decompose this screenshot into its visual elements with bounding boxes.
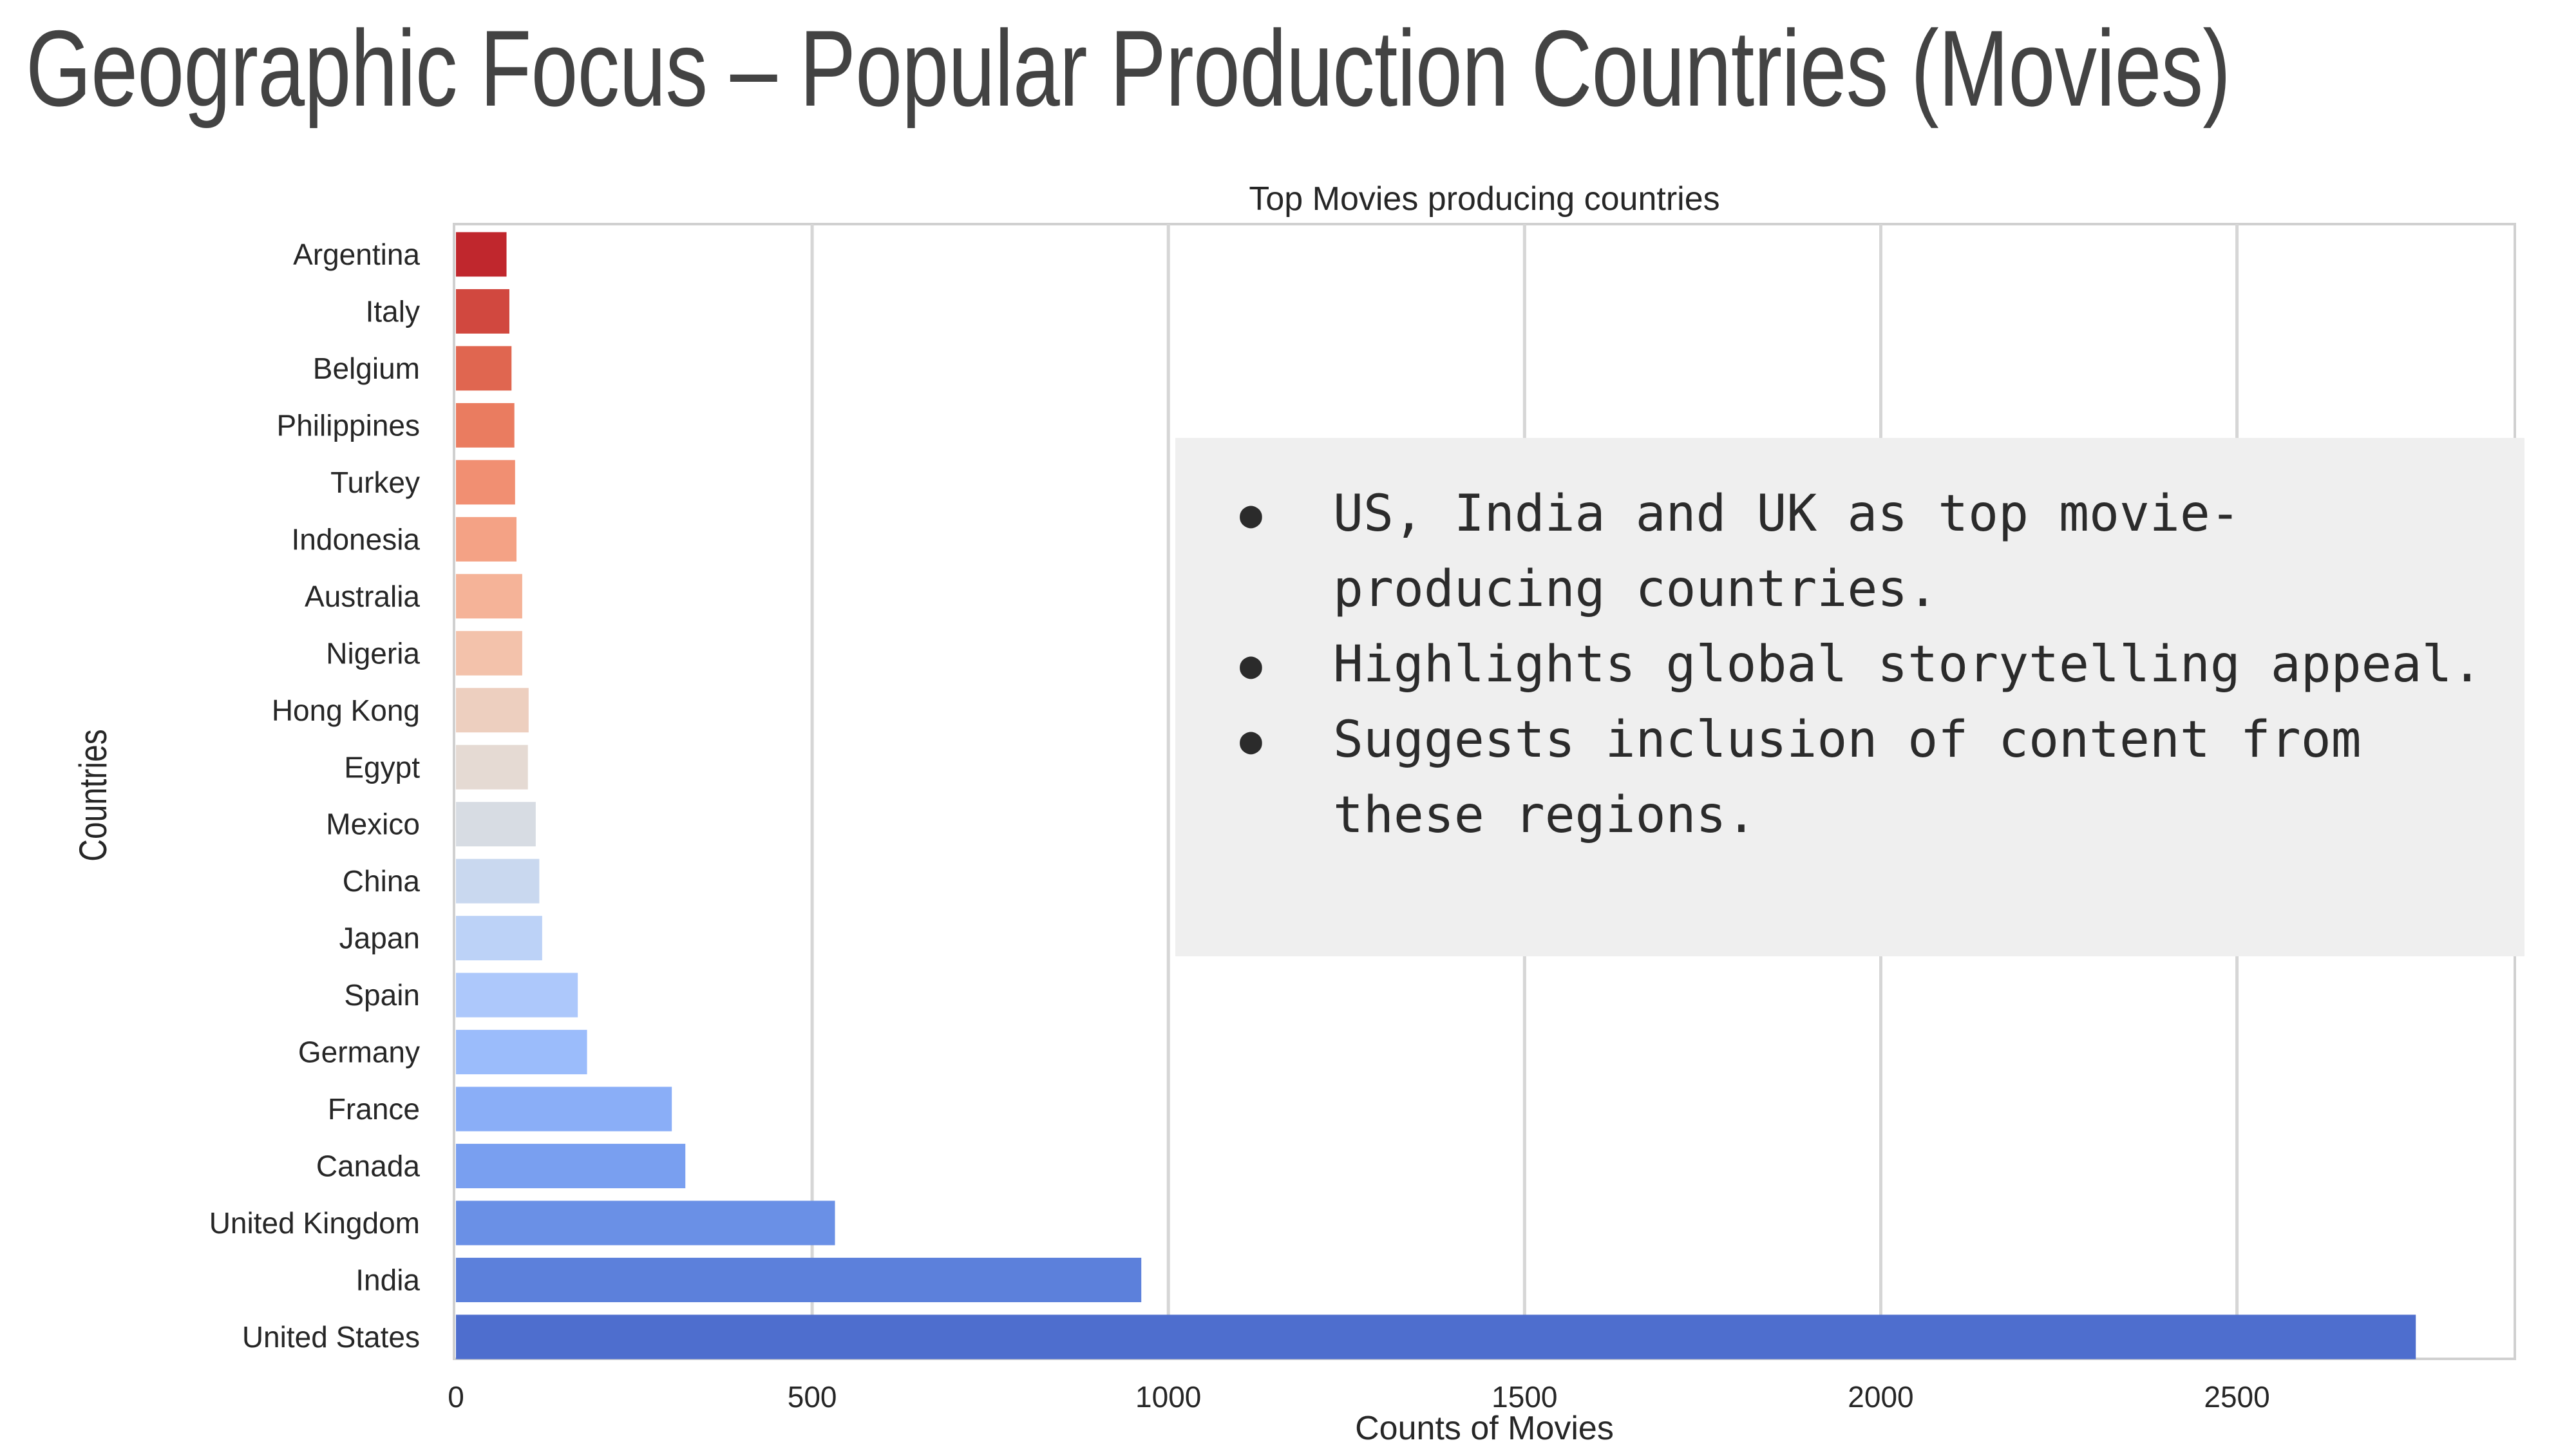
bar-nigeria — [456, 630, 522, 676]
bar-japan — [456, 916, 542, 961]
y-tick-label: Canada — [316, 1150, 421, 1183]
insights-list: US, India and UK as top movie-producing … — [1240, 477, 2486, 853]
y-tick-label: United States — [242, 1320, 420, 1354]
bar-spain — [456, 972, 578, 1018]
bar-philippines — [456, 402, 515, 448]
slide-title: Geographic Focus – Popular Production Co… — [26, 8, 2231, 129]
y-tick-label: Mexico — [326, 808, 420, 841]
bar-italy — [456, 289, 509, 334]
bar-hong-kong — [456, 688, 529, 733]
x-axis-label: Counts of Movies — [1355, 1410, 1614, 1447]
insight-bullet: Highlights global storytelling appeal. — [1240, 627, 2486, 703]
bar-belgium — [456, 346, 512, 391]
y-tick-label: Indonesia — [292, 522, 421, 556]
y-tick-label: France — [328, 1092, 420, 1126]
y-tick-labels: Argentina Italy Belgium Philippines Turkey In… — [209, 238, 421, 1354]
x-tick-label: 500 — [788, 1380, 837, 1414]
y-tick-label: India — [355, 1264, 420, 1297]
y-tick-label: Japan — [339, 922, 420, 955]
x-tick-labels: 0 500 1000 1500 2000 2500 — [448, 1380, 2270, 1414]
x-tick-label: 2000 — [1848, 1380, 1913, 1414]
bar-series — [456, 232, 2416, 1359]
y-tick-label: Germany — [298, 1036, 420, 1069]
bar-egypt — [456, 744, 528, 790]
bar-france — [456, 1086, 672, 1132]
bar-germany — [456, 1030, 587, 1075]
y-tick-label: United Kingdom — [209, 1206, 420, 1240]
y-tick-label: Belgium — [313, 352, 420, 385]
y-tick-label: Australia — [305, 580, 420, 613]
y-tick-label: Argentina — [293, 238, 420, 271]
bar-turkey — [456, 460, 515, 505]
y-tick-label: Egypt — [344, 750, 420, 784]
x-tick-label: 0 — [448, 1380, 464, 1414]
y-tick-label: Spain — [344, 978, 420, 1012]
insight-bullet: Suggests inclusion of content from these… — [1240, 703, 2486, 853]
y-tick-label: Hong Kong — [272, 694, 420, 727]
bar-argentina — [456, 232, 507, 277]
x-tick-label: 1000 — [1135, 1380, 1201, 1414]
bar-china — [456, 858, 540, 904]
y-tick-label: Italy — [366, 294, 420, 328]
x-tick-label: 2500 — [2204, 1380, 2269, 1414]
y-tick-label: Nigeria — [326, 636, 420, 670]
bar-australia — [456, 574, 522, 619]
bar-indonesia — [456, 516, 517, 562]
insights-callout: US, India and UK as top movie-producing … — [1175, 438, 2524, 956]
bar-mexico — [456, 802, 536, 847]
insight-bullet: US, India and UK as top movie-producing … — [1240, 477, 2486, 627]
x-tick-label: 1500 — [1492, 1380, 1557, 1414]
bar-canada — [456, 1144, 686, 1189]
y-tick-label: Turkey — [330, 466, 420, 499]
bar-united-kingdom — [456, 1200, 835, 1245]
bar-india — [456, 1258, 1142, 1303]
y-axis-label: Countries — [71, 729, 115, 861]
bar-united-states — [456, 1314, 2416, 1359]
y-tick-label: China — [343, 864, 421, 898]
y-tick-label: Philippines — [277, 408, 420, 442]
chart-title: Top Movies producing countries — [1249, 180, 1719, 218]
